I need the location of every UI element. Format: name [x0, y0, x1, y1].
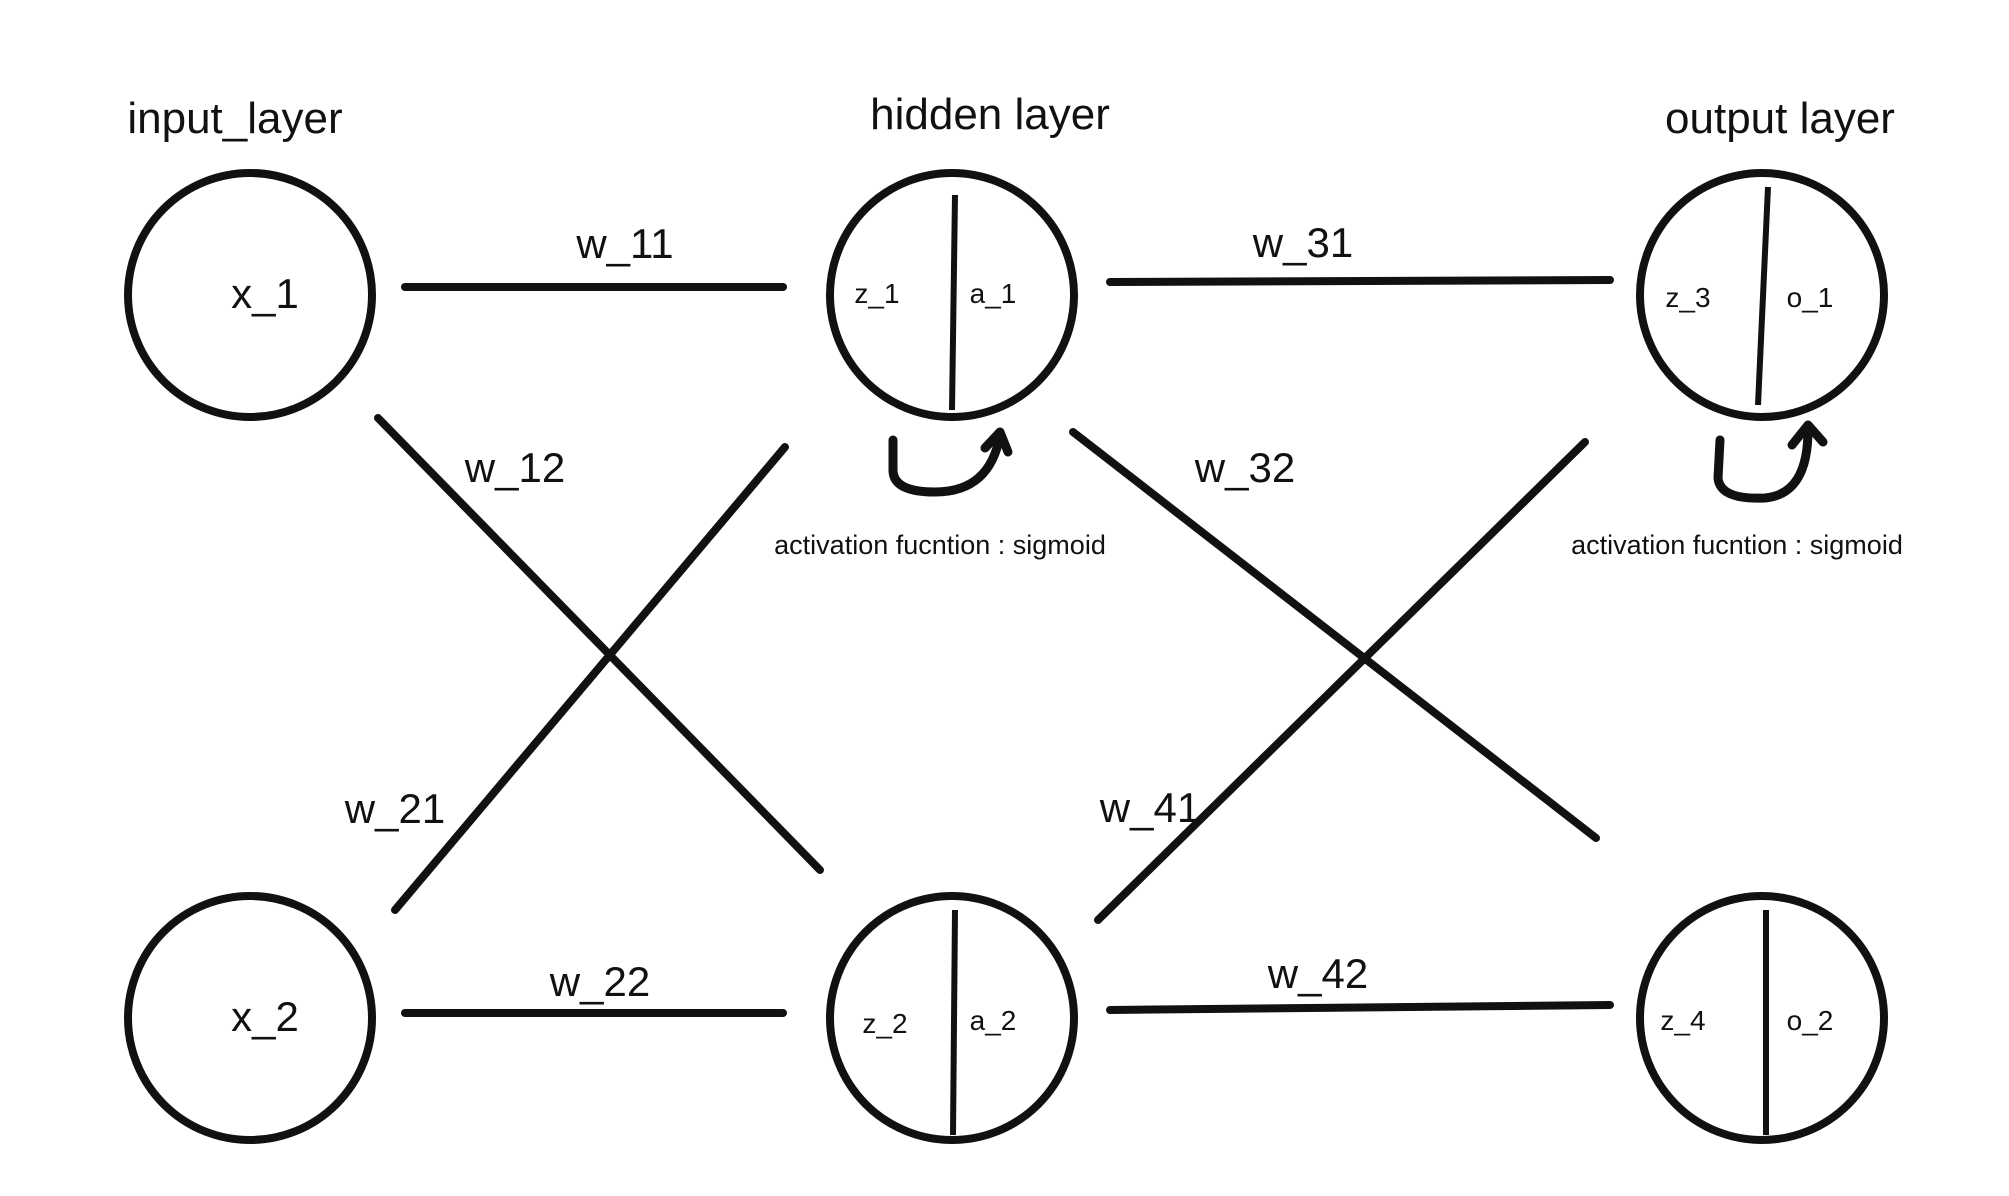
output-node-1-circle	[1636, 169, 1888, 421]
hidden-node-1-divider	[949, 194, 958, 411]
hidden-node-2-z-label: z_2	[862, 1008, 907, 1039]
hidden-activation-arrow-icon	[888, 430, 1005, 497]
output-node-1-o-label: o_1	[1787, 282, 1834, 313]
output-layer-title: output layer	[1665, 94, 1895, 143]
output-activation-arrow-icon	[1713, 425, 1813, 503]
edge-w21	[391, 443, 789, 914]
weight-label-w32: w_32	[1194, 444, 1295, 491]
hidden-node-1-circle	[826, 169, 1078, 421]
hidden-node-2-divider	[950, 909, 958, 1136]
weight-label-w42: w_42	[1267, 950, 1368, 997]
hidden-node-2-a-label: a_2	[970, 1005, 1017, 1036]
output-node-1-divider	[1755, 186, 1771, 406]
weight-label-w31: w_31	[1252, 219, 1353, 266]
edge-w31	[1106, 276, 1614, 286]
hidden-node-2: z_2 a_2	[826, 892, 1078, 1144]
hidden-layer-title: hidden layer	[870, 90, 1110, 139]
hidden-node-1-z-label: z_1	[854, 278, 899, 309]
weight-label-w12: w_12	[464, 444, 565, 491]
input-layer-title: input_layer	[127, 94, 342, 143]
output-activation-arrowhead-icon	[1787, 420, 1828, 450]
input-node-x2: x_2	[124, 892, 376, 1144]
input-node-x2-label: x_2	[231, 993, 299, 1040]
weight-label-w11: w_11	[575, 220, 673, 267]
edge-w41	[1094, 438, 1589, 924]
input-node-x2-circle	[124, 892, 376, 1144]
edge-w12	[374, 414, 824, 874]
output-activation-label: activation fucntion : sigmoid	[1571, 530, 1903, 560]
hidden-node-1-a-label: a_1	[970, 278, 1017, 309]
edge-w42	[1106, 1001, 1614, 1014]
weight-label-w22: w_22	[549, 958, 650, 1005]
hidden-activation-label: activation fucntion : sigmoid	[774, 530, 1106, 560]
output-node-1-z-label: z_3	[1665, 282, 1710, 313]
output-node-2: z_4 o_2	[1636, 892, 1888, 1144]
edge-w32	[1069, 428, 1600, 842]
output-node-2-o-label: o_2	[1787, 1005, 1834, 1036]
hidden-node-2-circle	[826, 892, 1078, 1144]
hidden-activation-arrowhead-icon	[980, 427, 1013, 457]
output-node-1: z_3 o_1	[1636, 169, 1888, 421]
weight-label-w41: w_41	[1099, 784, 1200, 831]
output-node-2-z-label: z_4	[1660, 1005, 1705, 1036]
hidden-node-1: z_1 a_1	[826, 169, 1078, 421]
input-node-x1: x_1	[124, 169, 376, 421]
input-node-x1-label: x_1	[231, 270, 299, 317]
weight-label-w21: w_21	[344, 785, 445, 832]
output-node-2-circle	[1636, 892, 1888, 1144]
input-node-x1-circle	[124, 169, 376, 421]
